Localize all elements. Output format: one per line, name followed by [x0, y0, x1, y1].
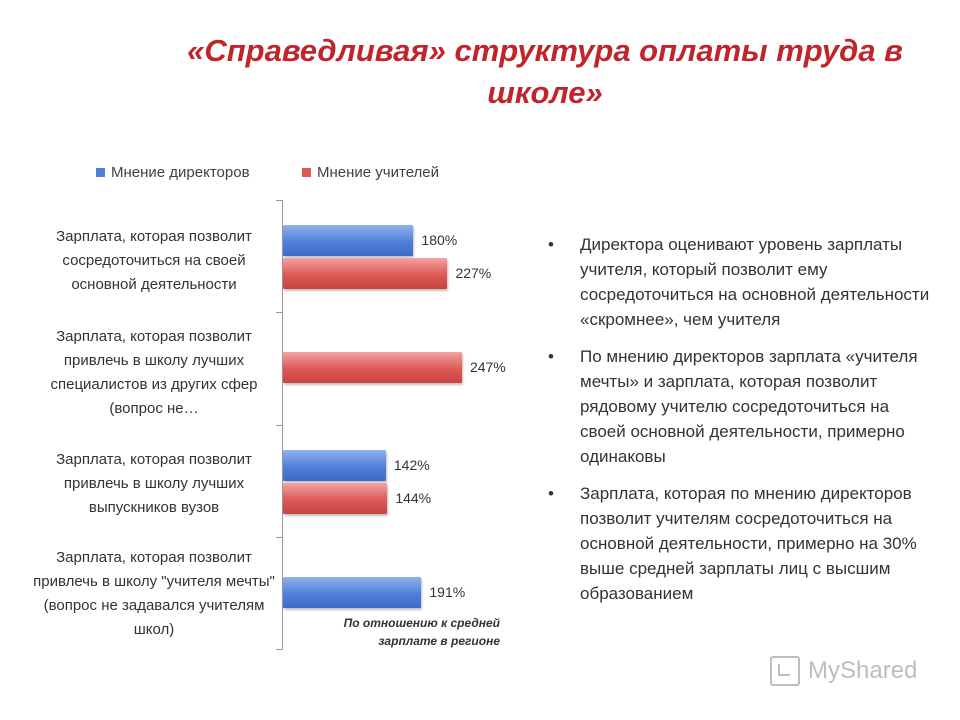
- legend-swatch-teachers: [302, 168, 311, 177]
- data-label: 191%: [429, 583, 466, 600]
- bullet-text: Директора оценивают уровень зарплаты учи…: [580, 235, 930, 329]
- bar-teachers: [283, 483, 388, 514]
- category-label: Зарплата, которая позволит привлечь в шк…: [50, 328, 258, 417]
- bar-teachers: [283, 351, 462, 383]
- watermark: MyShared: [770, 656, 917, 686]
- bullet-text: По мнению директоров зарплата «учителя м…: [580, 347, 918, 466]
- category-label: Зарплата, которая позволит привлечь в шк…: [33, 549, 275, 638]
- bullet-item: • По мнению директоров зарплата «учителя…: [548, 344, 938, 469]
- bar-directors: [283, 450, 386, 481]
- bullet-item: • Директора оценивают уровень зарплаты у…: [548, 232, 938, 332]
- legend-item-directors: Мнение директоров: [96, 164, 250, 181]
- chart-note: По отношению к средней зарплате в регион…: [343, 616, 500, 648]
- bar-directors: [283, 225, 414, 256]
- bullet-marker: •: [548, 347, 554, 366]
- axis-tick: [276, 200, 282, 201]
- legend-label-teachers: Мнение учителей: [317, 164, 440, 181]
- legend-item-teachers: Мнение учителей: [302, 164, 439, 181]
- axis-tick: [276, 649, 282, 650]
- category-axis: [282, 200, 283, 650]
- axis-tick: [276, 425, 282, 426]
- legend-swatch-directors: [96, 168, 105, 177]
- category-label: Зарплата, которая позволит привлечь в шк…: [56, 451, 252, 516]
- slide-title: «Справедливая» структура оплаты труда в …: [187, 33, 903, 110]
- axis-tick: [276, 312, 282, 313]
- data-label: 142%: [393, 457, 430, 473]
- watermark-logo-icon: [770, 656, 800, 686]
- bullet-item: • Зарплата, которая по мнению директоров…: [548, 481, 938, 606]
- bullet-text: Зарплата, которая по мнению директоров п…: [580, 484, 917, 603]
- bullet-list: • Директора оценивают уровень зарплаты у…: [548, 232, 938, 618]
- bar-teachers: [283, 258, 448, 289]
- axis-tick: [276, 537, 282, 538]
- data-label: 247%: [469, 358, 506, 375]
- bar-directors: [283, 576, 422, 608]
- data-label: 180%: [421, 232, 458, 248]
- bullet-marker: •: [548, 484, 554, 503]
- bullet-marker: •: [548, 235, 554, 254]
- watermark-text: MyShared: [808, 657, 918, 684]
- data-label: 144%: [395, 490, 432, 506]
- legend-label-directors: Мнение директоров: [111, 164, 250, 181]
- data-label: 227%: [455, 265, 492, 281]
- category-label: Зарплата, которая позволит сосредоточить…: [56, 228, 252, 293]
